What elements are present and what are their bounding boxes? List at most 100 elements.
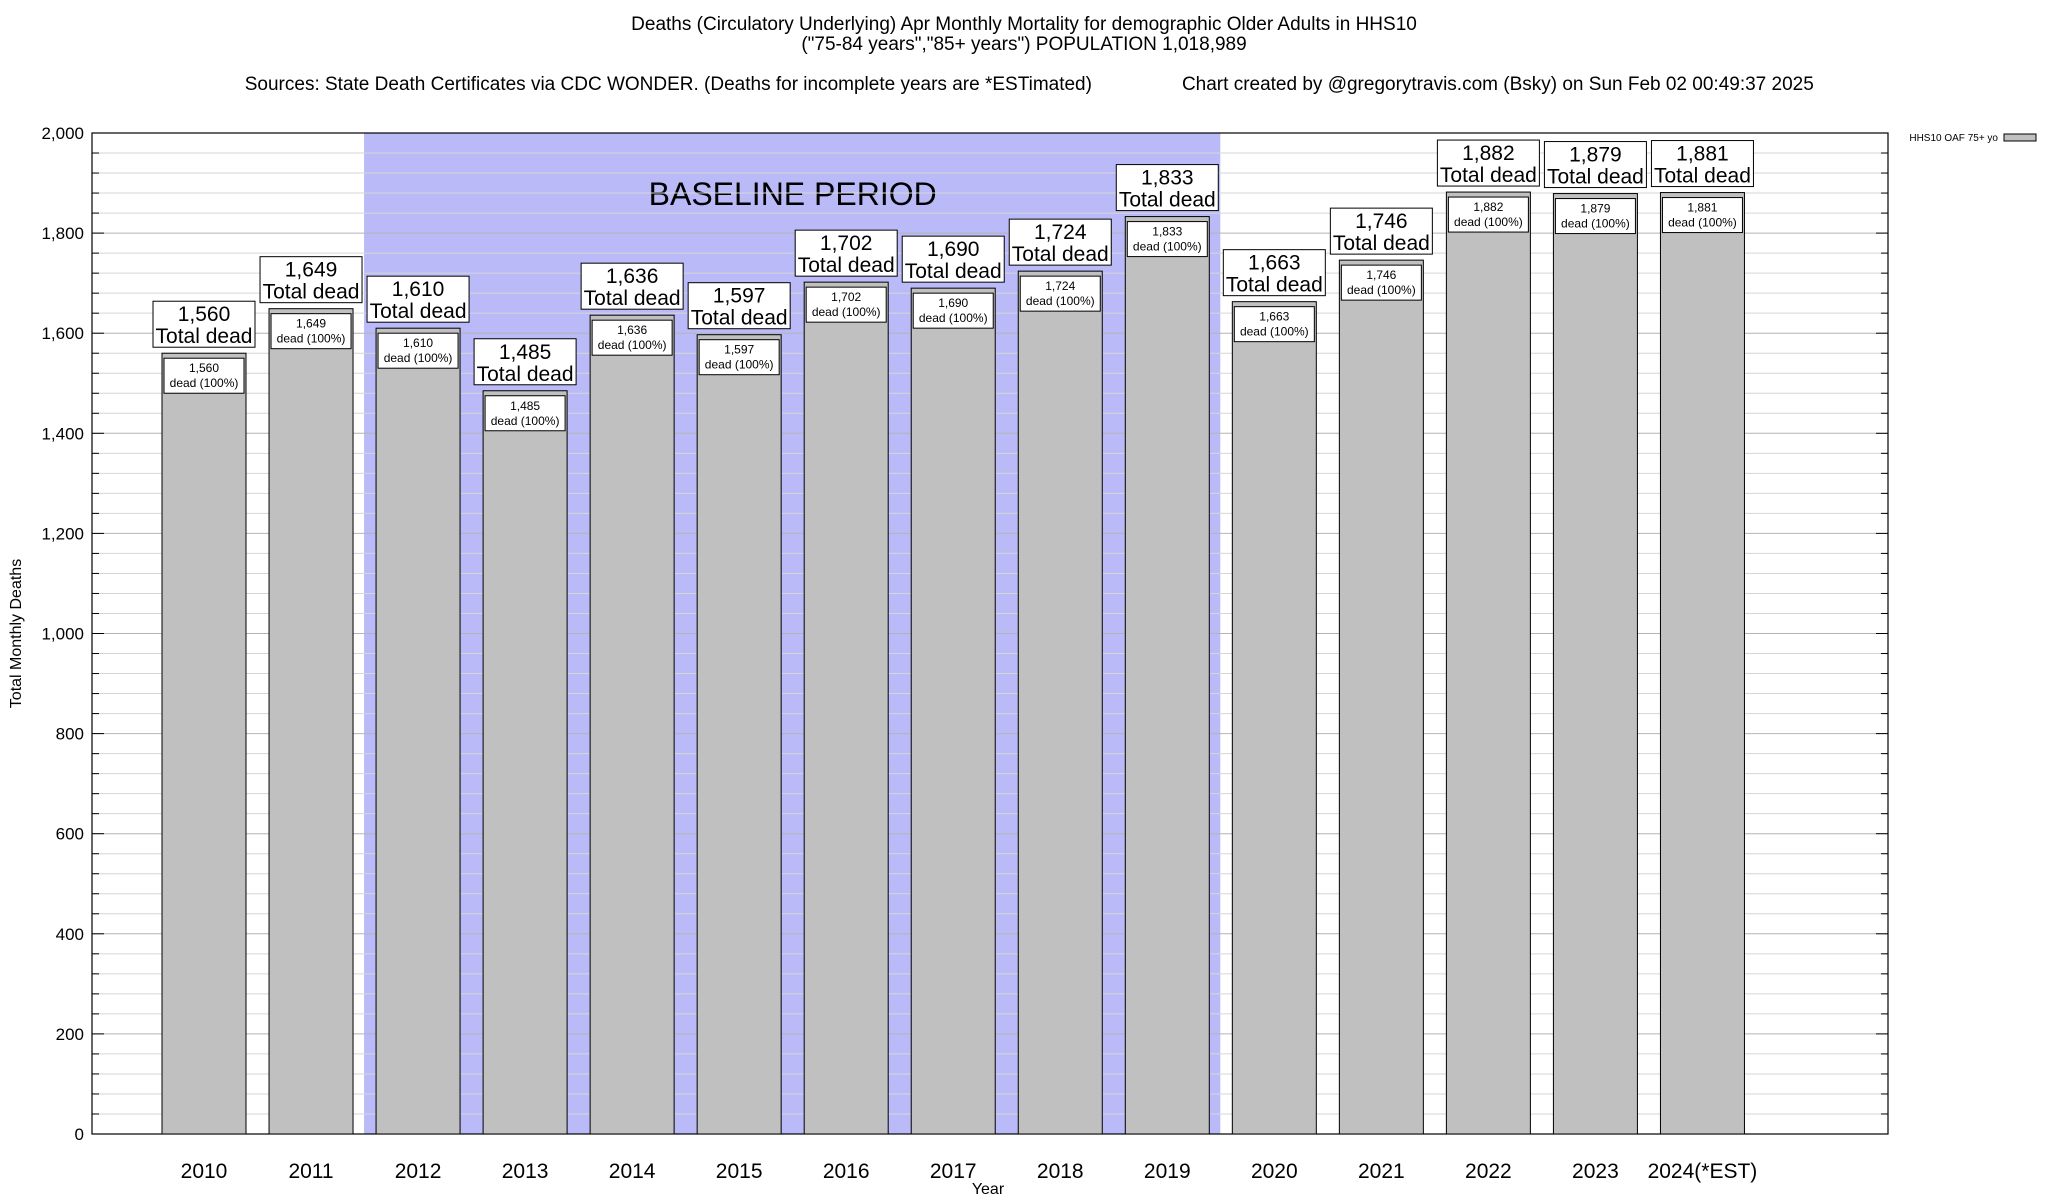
legend-swatch bbox=[2003, 133, 2037, 142]
total-value-label: 1,881 bbox=[1676, 143, 1729, 166]
inner-value-label: 1,746 bbox=[1366, 268, 1396, 282]
total-label-box bbox=[1436, 139, 1540, 187]
total-value-label: 1,746 bbox=[1355, 210, 1408, 233]
total-label-box bbox=[580, 262, 684, 310]
bar bbox=[161, 352, 247, 1135]
x-tick-label: 2011 bbox=[288, 1160, 333, 1183]
x-tick-label: 2021 bbox=[1358, 1160, 1405, 1183]
inner-value-label: 1,879 bbox=[1580, 202, 1610, 216]
sources-text: Sources: State Death Certificates via CD… bbox=[244, 74, 1092, 95]
total-label-box bbox=[259, 256, 363, 304]
bar bbox=[589, 314, 675, 1135]
x-tick-label: 2013 bbox=[502, 1160, 549, 1183]
inner-percent-label: dead (100%) bbox=[919, 311, 988, 325]
inner-label-box bbox=[270, 313, 352, 350]
x-tick-label: 2023 bbox=[1572, 1160, 1619, 1183]
total-value-label: 1,833 bbox=[1141, 167, 1194, 190]
inner-label-box bbox=[698, 339, 780, 376]
total-label-box bbox=[152, 300, 256, 348]
y-tick-label: 200 bbox=[56, 1025, 84, 1044]
inner-percent-label: dead (100%) bbox=[1561, 217, 1630, 231]
total-value-label: 1,690 bbox=[927, 238, 980, 261]
x-tick-label: 2012 bbox=[395, 1160, 442, 1183]
inner-value-label: 1,724 bbox=[1045, 279, 1075, 293]
total-label-box bbox=[1222, 249, 1326, 297]
total-dead-label: Total dead bbox=[905, 260, 1002, 283]
total-dead-label: Total dead bbox=[263, 281, 360, 304]
total-label-box bbox=[901, 235, 1005, 283]
x-tick-label: 2017 bbox=[930, 1160, 977, 1183]
inner-value-label: 1,702 bbox=[831, 290, 861, 304]
x-tick-label: 2018 bbox=[1037, 1160, 1084, 1183]
inner-percent-label: dead (100%) bbox=[277, 332, 346, 346]
total-dead-label: Total dead bbox=[156, 325, 253, 348]
inner-percent-label: dead (100%) bbox=[491, 414, 560, 428]
bar bbox=[803, 281, 889, 1135]
inner-label-box bbox=[1233, 306, 1315, 343]
inner-label-box bbox=[1340, 264, 1422, 301]
x-tick-label: 2022 bbox=[1465, 1160, 1512, 1183]
total-dead-label: Total dead bbox=[584, 287, 681, 310]
y-tick-label: 1,400 bbox=[41, 424, 84, 443]
inner-value-label: 1,690 bbox=[938, 296, 968, 310]
x-tick-label: 2014 bbox=[609, 1160, 656, 1183]
inner-percent-label: dead (100%) bbox=[1026, 294, 1095, 308]
total-label-box bbox=[1115, 164, 1219, 212]
total-label-box bbox=[1650, 140, 1754, 188]
total-dead-label: Total dead bbox=[1333, 232, 1430, 255]
inner-value-label: 1,881 bbox=[1687, 201, 1717, 215]
x-tick-label: 2024(*EST) bbox=[1648, 1160, 1758, 1183]
bar bbox=[1231, 301, 1317, 1135]
legend-label: HHS10 OAF 75+ yo bbox=[1909, 133, 1998, 144]
inner-value-label: 1,560 bbox=[189, 361, 219, 375]
total-value-label: 1,879 bbox=[1569, 144, 1622, 167]
total-label-box bbox=[687, 282, 791, 330]
y-tick-label: 800 bbox=[56, 725, 84, 744]
y-tick-label: 0 bbox=[75, 1125, 84, 1144]
inner-label-box bbox=[1019, 275, 1101, 312]
bar bbox=[268, 308, 354, 1135]
total-value-label: 1,636 bbox=[606, 265, 659, 288]
total-label-box bbox=[794, 229, 898, 277]
chart-title-line-1: Deaths (Circulatory Underlying) Apr Mont… bbox=[631, 14, 1417, 35]
total-dead-label: Total dead bbox=[1226, 274, 1323, 297]
inner-value-label: 1,485 bbox=[510, 399, 540, 413]
total-label-box bbox=[1008, 218, 1112, 266]
inner-label-box bbox=[1126, 221, 1208, 258]
y-axis-title: Total Monthly Deaths bbox=[8, 559, 25, 708]
credit-text: Chart created by @gregorytravis.com (Bsk… bbox=[1181, 74, 1814, 95]
y-tick-label: 1,600 bbox=[41, 324, 84, 343]
total-label-box bbox=[1329, 207, 1433, 255]
inner-value-label: 1,663 bbox=[1259, 310, 1289, 324]
total-dead-label: Total dead bbox=[1547, 166, 1644, 189]
x-axis-title: Year bbox=[972, 1181, 1005, 1198]
total-value-label: 1,663 bbox=[1248, 252, 1301, 275]
total-label-box bbox=[1543, 141, 1647, 189]
bar bbox=[1124, 216, 1210, 1135]
bar bbox=[1659, 192, 1745, 1135]
total-value-label: 1,560 bbox=[178, 303, 231, 326]
inner-label-box bbox=[1447, 196, 1529, 233]
y-tick-label: 1,800 bbox=[41, 224, 84, 243]
bar bbox=[910, 287, 996, 1135]
total-dead-label: Total dead bbox=[691, 307, 788, 330]
bar bbox=[696, 334, 782, 1135]
y-tick-label: 400 bbox=[56, 925, 84, 944]
total-dead-label: Total dead bbox=[477, 363, 574, 386]
inner-value-label: 1,833 bbox=[1152, 225, 1182, 239]
inner-label-box bbox=[1661, 197, 1743, 234]
bar bbox=[1552, 193, 1638, 1135]
inner-value-label: 1,636 bbox=[617, 323, 647, 337]
inner-percent-label: dead (100%) bbox=[1133, 240, 1202, 254]
total-dead-label: Total dead bbox=[370, 300, 467, 323]
baseline-period-label: BASELINE PERIOD bbox=[649, 176, 937, 212]
inner-value-label: 1,610 bbox=[403, 336, 433, 350]
inner-value-label: 1,597 bbox=[724, 343, 754, 357]
total-value-label: 1,649 bbox=[285, 259, 338, 282]
inner-percent-label: dead (100%) bbox=[598, 338, 667, 352]
chart-title-line-2: ("75-84 years","85+ years") POPULATION 1… bbox=[801, 34, 1247, 55]
y-tick-label: 600 bbox=[56, 825, 84, 844]
inner-percent-label: dead (100%) bbox=[1240, 325, 1309, 339]
inner-label-box bbox=[1554, 198, 1636, 235]
